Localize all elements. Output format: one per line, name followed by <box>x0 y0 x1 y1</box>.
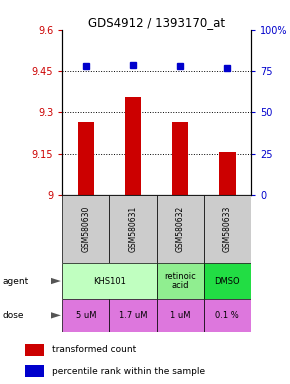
Text: DMSO: DMSO <box>215 276 240 286</box>
Bar <box>172 122 188 195</box>
Text: GSM580633: GSM580633 <box>223 206 232 252</box>
Text: dose: dose <box>3 311 24 320</box>
Bar <box>204 195 251 263</box>
Text: GSM580631: GSM580631 <box>128 206 137 252</box>
Bar <box>157 263 204 299</box>
Bar <box>110 299 157 332</box>
Bar <box>204 299 251 332</box>
Bar <box>157 195 204 263</box>
Bar <box>78 122 94 195</box>
Text: percentile rank within the sample: percentile rank within the sample <box>52 367 205 376</box>
Text: agent: agent <box>3 276 29 286</box>
Bar <box>204 263 251 299</box>
Bar <box>219 152 235 195</box>
Bar <box>62 195 110 263</box>
Bar <box>25 344 44 356</box>
Text: 1 uM: 1 uM <box>170 311 191 320</box>
Bar <box>62 263 157 299</box>
Text: 1.7 uM: 1.7 uM <box>119 311 147 320</box>
Bar <box>25 365 44 377</box>
Polygon shape <box>51 278 61 284</box>
Text: transformed count: transformed count <box>52 345 136 354</box>
Text: GSM580632: GSM580632 <box>176 206 185 252</box>
Text: KHS101: KHS101 <box>93 276 126 286</box>
Title: GDS4912 / 1393170_at: GDS4912 / 1393170_at <box>88 16 225 29</box>
Polygon shape <box>51 312 61 319</box>
Bar <box>157 299 204 332</box>
Bar <box>125 97 141 195</box>
Text: retinoic
acid: retinoic acid <box>164 271 196 290</box>
Bar <box>110 195 157 263</box>
Text: GSM580630: GSM580630 <box>81 206 90 252</box>
Bar <box>62 299 110 332</box>
Text: 5 uM: 5 uM <box>76 311 96 320</box>
Text: 0.1 %: 0.1 % <box>215 311 239 320</box>
